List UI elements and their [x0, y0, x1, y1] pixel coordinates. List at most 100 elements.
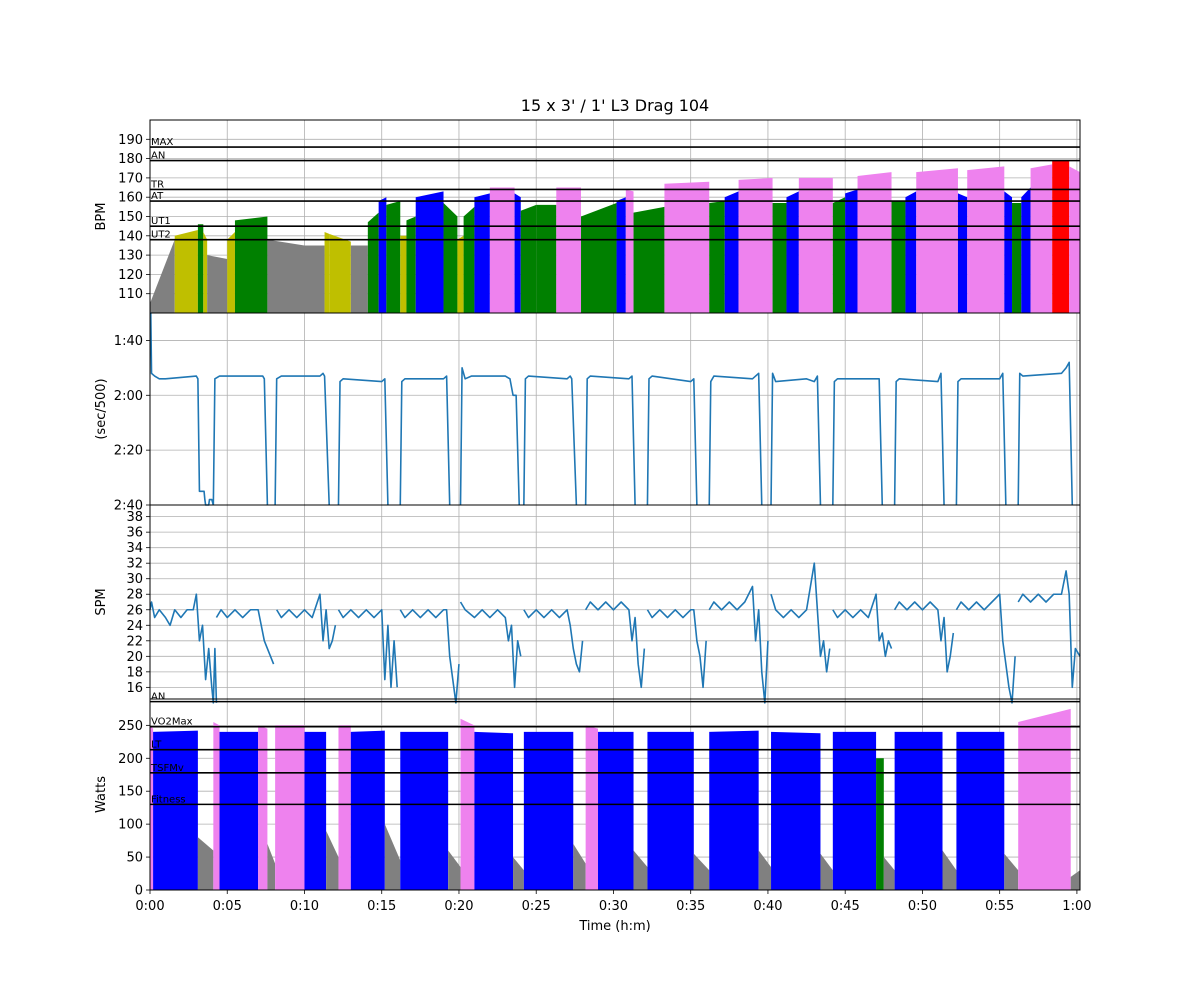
spm-ylabel: SPM: [94, 588, 109, 615]
hr-zone-ut1: [463, 206, 475, 313]
power-zone-at: [400, 731, 449, 890]
hr-zone-rest: [304, 245, 325, 313]
hr-ytick-label: 190: [118, 133, 143, 148]
pace-series-line: [832, 378, 884, 506]
power-zone-at: [647, 731, 694, 890]
hr-zone-at: [845, 189, 858, 313]
power-zone-rest: [384, 824, 401, 890]
pace-series-line: [1017, 361, 1074, 506]
spm-series-line: [1017, 570, 1081, 689]
spm-series-line: [459, 601, 522, 689]
spm-ytick-label: 30: [126, 572, 143, 587]
hr-zone-ut2: [400, 235, 407, 313]
power-ytick-label: 100: [118, 818, 143, 833]
x-tick-label: 0:50: [908, 899, 937, 914]
x-tick-label: 0:40: [753, 899, 782, 914]
hr-zone-ut1: [1012, 202, 1022, 313]
hr-zone-at: [1004, 191, 1013, 313]
pace-series-line: [893, 372, 945, 506]
spm-series-line: [584, 601, 646, 689]
power-zone-tr: [150, 725, 154, 890]
hr-zone-tr: [738, 177, 773, 313]
spm-series-line: [832, 593, 893, 658]
hr-zone-at: [514, 193, 521, 313]
hr-zone-an: [1052, 160, 1070, 313]
power-zone-rest: [820, 853, 833, 890]
pace-series-line: [955, 372, 1007, 506]
hr-zone-ut2: [457, 235, 464, 313]
spm-ytick-label: 20: [126, 650, 143, 665]
power-threshold-label: AN: [151, 692, 165, 703]
pace-series-line: [274, 372, 331, 506]
power-ytick-label: 150: [118, 785, 143, 800]
spm-series-line: [708, 585, 769, 704]
hr-zone-at: [786, 191, 799, 313]
power-zone-at: [523, 731, 574, 890]
spm-ytick-label: 38: [126, 510, 143, 525]
hr-ytick-label: 120: [118, 268, 143, 283]
x-tick-label: 0:05: [213, 899, 242, 914]
power-zone-rest: [758, 850, 772, 890]
hr-zone-ut1: [709, 201, 725, 313]
spm-series-line: [149, 593, 218, 704]
power-zone-rest: [326, 830, 339, 890]
pace-series-line: [708, 372, 763, 506]
power-zone-tr: [585, 725, 599, 890]
power-zone-at: [219, 731, 259, 890]
hr-threshold-label: AT: [151, 191, 164, 202]
x-tick-label: 0:10: [290, 899, 319, 914]
hr-zone-ut1: [832, 197, 846, 313]
power-zone-ut1: [876, 758, 884, 890]
spm-ytick-label: 36: [126, 526, 143, 541]
power-threshold-label: Fitness: [151, 794, 186, 805]
power-zone-rest: [267, 843, 276, 890]
spm-series-line: [523, 608, 584, 673]
power-zone-at: [153, 730, 198, 890]
hr-zone-at: [474, 193, 490, 313]
pace-series-line: [149, 312, 215, 506]
hr-zone-ut1: [633, 206, 665, 313]
power-zone-rest: [573, 843, 586, 890]
pace-frame: [149, 312, 1081, 506]
spm-series-line: [399, 608, 460, 704]
hr-threshold-label: TR: [150, 179, 164, 190]
hr-zone-ut2: [203, 231, 208, 313]
power-zone-rest: [1004, 853, 1019, 890]
hr-zone-ut1: [772, 202, 787, 313]
power-ylabel: Watts: [94, 776, 109, 813]
pace-series-line: [770, 372, 822, 506]
pace-series-line: [646, 375, 698, 506]
power-zone-tr: [338, 725, 351, 890]
power-zone-at: [832, 731, 877, 890]
power-zone-at: [598, 731, 634, 890]
x-tick-label: 0:35: [676, 899, 705, 914]
spm-ytick-label: 34: [126, 541, 143, 556]
power-zone-at: [894, 731, 943, 890]
power-threshold-label: TSFMv: [150, 763, 184, 774]
panel-power: 0 50 100 150 200 250 AN VO2Max LT TSFMv Fitness Wat…: [94, 692, 1092, 914]
hr-zone-tr: [556, 187, 582, 313]
hr-zone-rest: [150, 239, 175, 313]
pace-series-line: [212, 375, 269, 506]
power-zone-tr: [258, 725, 268, 890]
hr-zone-tr: [857, 172, 892, 313]
hr-zone-rest: [207, 255, 228, 313]
hr-threshold-label: UT1: [151, 216, 171, 227]
spm-ytick-label: 16: [126, 681, 143, 696]
power-zone-rest: [513, 857, 524, 890]
hr-threshold-label: UT2: [151, 230, 171, 241]
hr-zone-tr: [1030, 164, 1053, 313]
hr-ytick-label: 160: [118, 191, 143, 206]
spm-ytick-label: 32: [126, 557, 143, 572]
hr-zone-tr: [916, 168, 958, 313]
power-threshold-label: VO2Max: [151, 717, 193, 728]
x-tick-label: 0:20: [444, 899, 473, 914]
hr-zone-ut1: [386, 201, 401, 313]
spm-series-line: [770, 562, 831, 673]
power-zone-rest: [942, 850, 957, 890]
power-zone-tr: [275, 725, 305, 890]
spm-frame: [149, 504, 1081, 700]
hr-zone-ut1: [406, 216, 416, 313]
